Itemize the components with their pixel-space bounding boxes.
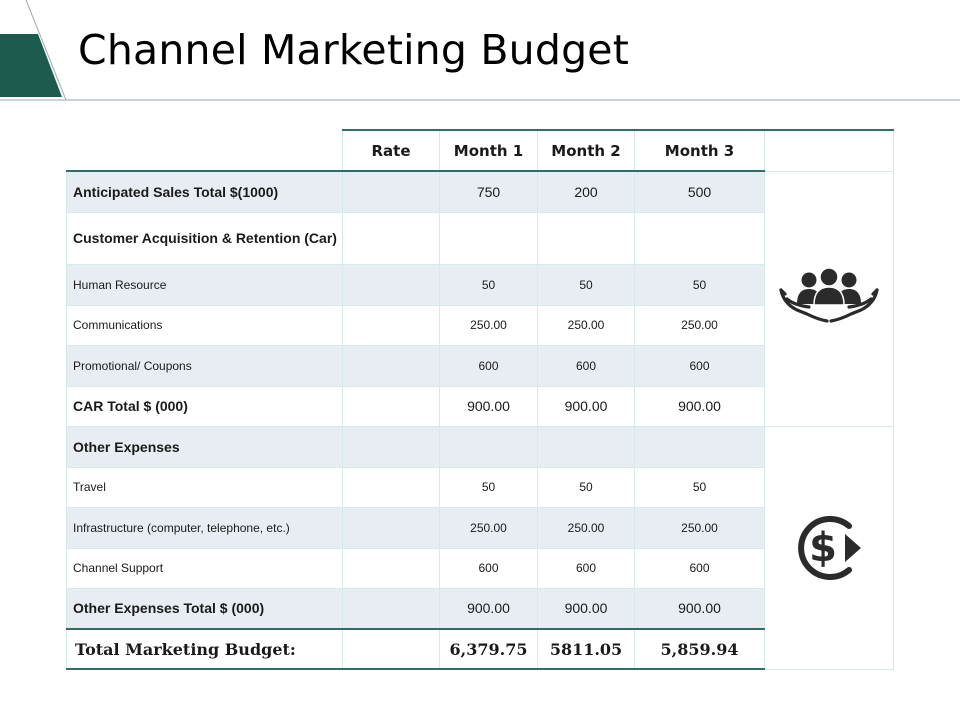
header-blank [66,130,343,172]
row-month-2: 250.00 [537,304,635,346]
page-title: Channel Marketing Budget [78,26,629,74]
svg-text:$: $ [809,525,837,571]
row-rate [342,587,440,630]
row-rate [342,506,440,549]
header-month-3: Month 3 [634,129,765,172]
budget-table: Rate Month 1 Month 2 Month 3 Anticipated… [66,129,894,670]
row-rate [342,211,440,265]
row-month-2: 200 [537,170,635,213]
row-month-1: 250.00 [439,304,538,346]
total-rate [342,628,440,670]
row-month-3 [634,425,765,468]
header-month-1: Month 1 [439,129,538,172]
total-row: Total Marketing Budget: 6,379.75 5811.05… [66,628,894,670]
row-month-1 [439,211,538,265]
total-label: Total Marketing Budget: [66,628,343,670]
row-label: Anticipated Sales Total $(1000) [66,170,343,213]
header-icon-column [764,129,894,171]
row-month-1: 750 [439,170,538,213]
total-month-2: 5811.05 [537,628,635,670]
row-label-text: Customer Acquisition & Retention (Car) [73,230,337,246]
row-month-1: 900.00 [439,385,538,427]
row-rate [342,466,440,508]
table-row: Other Expenses Total $ (000) 900.00 900.… [66,587,894,630]
row-month-3: 50 [634,466,765,508]
row-month-1: 600 [439,547,538,589]
row-month-3: 500 [634,170,765,213]
table-row: Infrastructure (computer, telephone, etc… [66,506,894,549]
table-row: Promotional/ Coupons 600 600 600 [66,344,894,387]
header-decoration [0,0,960,101]
row-month-2 [537,425,635,468]
row-month-1: 50 [439,466,538,508]
row-rate [342,344,440,387]
table-row: Customer Acquisition & Retention (Car) [66,211,894,265]
row-label: Promotional/ Coupons [66,344,343,387]
people-icon-cell [764,170,894,427]
row-month-3: 50 [634,263,765,306]
row-month-3: 900.00 [634,587,765,630]
table-row: Other Expenses $ [66,425,894,670]
row-month-2: 600 [537,547,635,589]
row-month-1: 600 [439,344,538,387]
row-label: CAR Total $ (000) [66,385,343,427]
row-label: Travel [66,466,343,508]
table-row: Channel Support 600 600 600 [66,547,894,589]
people-in-hands-icon [779,266,879,323]
row-month-3: 250.00 [634,506,765,549]
row-month-2: 250.00 [537,506,635,549]
row-month-2 [537,211,635,265]
row-month-1: 250.00 [439,506,538,549]
header-month-2: Month 2 [537,129,635,172]
row-month-2: 50 [537,466,635,508]
row-month-3 [634,211,765,265]
row-month-1: 900.00 [439,587,538,630]
row-label: Channel Support [66,547,343,589]
row-label: Infrastructure (computer, telephone, etc… [66,506,343,549]
row-month-2: 900.00 [537,587,635,630]
dollar-cycle-icon: $ [798,515,861,580]
row-month-1: 50 [439,263,538,306]
row-label: Other Expenses Total $ (000) [66,587,343,630]
row-month-3: 250.00 [634,304,765,346]
row-rate [342,304,440,346]
table-row: Anticipated Sales Total $(1000) 750 200 … [66,170,894,427]
row-month-3: 600 [634,547,765,589]
row-month-3: 600 [634,344,765,387]
row-month-2: 600 [537,344,635,387]
header-row: Rate Month 1 Month 2 Month 3 [66,129,894,172]
row-rate [342,170,440,213]
row-rate [342,385,440,427]
row-month-3: 900.00 [634,385,765,427]
row-label: Human Resource [66,263,343,306]
row-month-2: 50 [537,263,635,306]
row-label: Other Expenses [66,425,343,468]
row-rate [342,547,440,589]
total-month-1: 6,379.75 [439,628,538,670]
row-rate [342,425,440,468]
header-rate: Rate [342,129,440,172]
total-month-3: 5,859.94 [634,628,765,670]
row-label: Customer Acquisition & Retention (Car) [66,211,343,265]
dollar-icon-cell: $ [764,425,894,670]
row-month-2: 900.00 [537,385,635,427]
table-row: Communications 250.00 250.00 250.00 [66,304,894,346]
row-label: Communications [66,304,343,346]
row-month-1 [439,425,538,468]
row-rate [342,263,440,306]
